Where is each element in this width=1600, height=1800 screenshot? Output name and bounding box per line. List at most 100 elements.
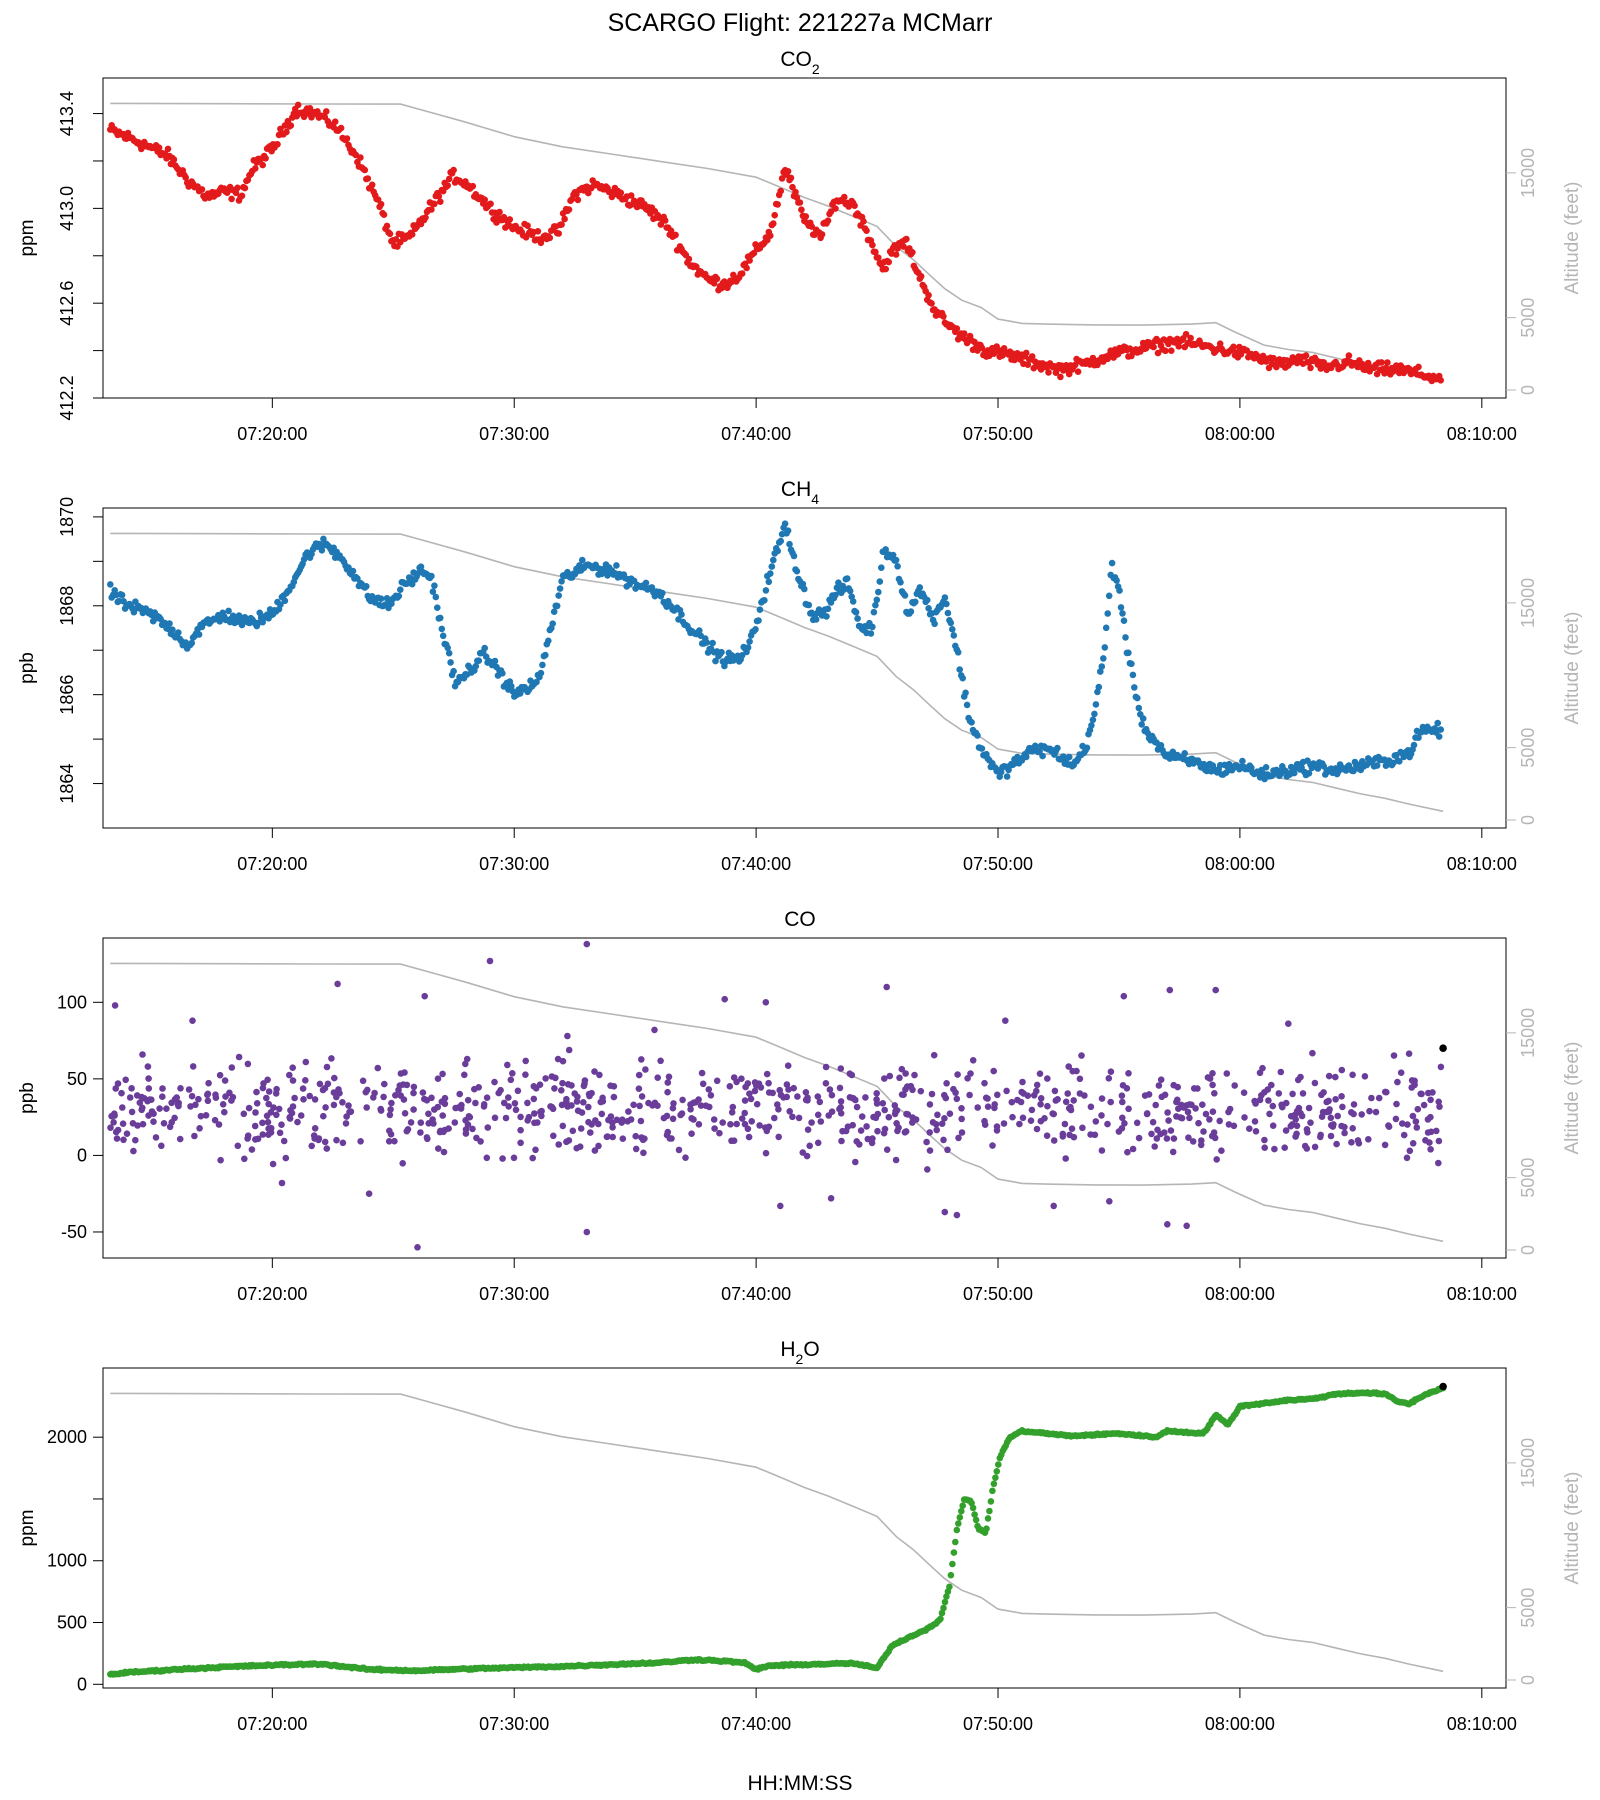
y2-tick-label: 5000 xyxy=(1518,298,1538,338)
data-point xyxy=(707,1092,715,1099)
data-point xyxy=(553,602,561,610)
data-point xyxy=(1350,1110,1357,1118)
data-point xyxy=(1206,1075,1214,1082)
data-point xyxy=(269,1160,277,1168)
data-point xyxy=(632,1145,640,1153)
data-point xyxy=(591,1068,598,1075)
data-point xyxy=(561,215,568,223)
data-point xyxy=(331,1074,338,1082)
data-point xyxy=(1169,1148,1177,1156)
data-point xyxy=(168,1099,175,1107)
y-tick-label: 500 xyxy=(57,1613,87,1633)
data-point xyxy=(273,1111,280,1119)
data-point xyxy=(1133,1119,1141,1127)
data-point xyxy=(854,615,861,622)
data-point xyxy=(359,1077,367,1085)
data-point xyxy=(277,601,284,608)
plot-frame xyxy=(102,937,1507,1259)
data-point xyxy=(867,630,875,637)
data-point xyxy=(926,1147,934,1154)
data-point xyxy=(118,591,126,599)
data-point xyxy=(565,206,573,213)
x-tick-label: 08:10:00 xyxy=(1447,1284,1517,1304)
data-point xyxy=(958,1105,965,1112)
data-point xyxy=(410,1106,417,1113)
data-point xyxy=(828,1091,836,1099)
data-point xyxy=(706,1103,713,1111)
data-point xyxy=(672,231,679,239)
plot-frame xyxy=(102,507,1507,829)
data-point xyxy=(308,1142,316,1150)
data-point xyxy=(1168,347,1175,355)
data-point xyxy=(873,1090,880,1097)
data-point xyxy=(108,1112,115,1120)
data-point xyxy=(182,174,189,181)
data-point xyxy=(682,1154,689,1161)
data-point xyxy=(885,1113,893,1121)
data-point xyxy=(1003,1087,1010,1095)
data-point xyxy=(824,605,832,613)
data-point-outlier xyxy=(1050,1202,1057,1210)
data-point xyxy=(401,1110,409,1117)
y2-tick-label: 15000 xyxy=(1518,1008,1538,1058)
y2-tick-label: 0 xyxy=(1518,385,1538,395)
x-tick-label: 08:00:00 xyxy=(1205,854,1275,874)
data-point xyxy=(507,1076,515,1084)
data-point xyxy=(613,562,620,569)
data-point xyxy=(1400,1131,1408,1139)
data-point xyxy=(742,1083,749,1091)
data-point xyxy=(431,200,438,208)
data-point xyxy=(1241,1114,1248,1121)
data-point xyxy=(964,1075,971,1082)
data-point xyxy=(917,273,925,280)
data-point xyxy=(483,1094,491,1101)
data-point xyxy=(469,182,477,190)
y2-tick-label: 15000 xyxy=(1518,1438,1538,1488)
data-point xyxy=(275,1105,283,1113)
data-point xyxy=(1252,1128,1260,1135)
data-point xyxy=(1104,610,1111,617)
data-point xyxy=(1348,1139,1355,1146)
data-point xyxy=(752,626,759,633)
data-point xyxy=(357,1138,364,1145)
data-point xyxy=(745,1133,753,1141)
data-point xyxy=(679,1096,686,1104)
data-point xyxy=(632,1132,639,1140)
data-point xyxy=(114,1080,122,1087)
data-point xyxy=(397,238,404,246)
data-point xyxy=(728,1109,736,1116)
data-point xyxy=(941,1598,949,1606)
data-point xyxy=(559,1079,566,1087)
data-point xyxy=(1378,359,1385,366)
latest-point xyxy=(1439,1382,1447,1391)
data-point xyxy=(1411,1081,1418,1089)
data-point xyxy=(319,1086,327,1094)
panel-title: CO xyxy=(784,908,816,931)
data-point xyxy=(534,228,542,235)
data-point xyxy=(1065,370,1073,378)
data-point xyxy=(881,1075,888,1082)
data-point xyxy=(857,1127,865,1134)
data-point xyxy=(383,595,391,602)
data-point xyxy=(898,1091,906,1098)
data-point xyxy=(1410,741,1418,749)
data-point xyxy=(775,1133,782,1141)
data-point xyxy=(363,583,370,590)
data-point xyxy=(299,1085,307,1092)
data-point xyxy=(445,1125,452,1132)
data-point xyxy=(1167,1127,1175,1134)
data-point xyxy=(1311,1079,1319,1087)
data-point xyxy=(1230,1122,1238,1130)
data-point xyxy=(573,1144,580,1152)
data-point xyxy=(1027,1117,1035,1124)
data-point xyxy=(417,1129,424,1136)
data-point xyxy=(1383,1088,1390,1096)
x-tick-label: 07:20:00 xyxy=(237,1714,307,1734)
data-point xyxy=(869,241,876,249)
data-point xyxy=(1044,1075,1051,1082)
x-tick-label: 07:40:00 xyxy=(721,424,791,444)
data-point xyxy=(320,535,327,543)
data-point xyxy=(550,1132,557,1140)
y2-axis-label: Altitude (feet) xyxy=(1562,1042,1583,1155)
data-point xyxy=(909,1086,916,1094)
